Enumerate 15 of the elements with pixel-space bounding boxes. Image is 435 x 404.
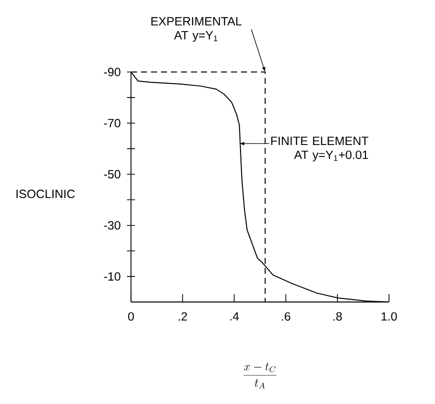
y-tick-label: -10 — [104, 272, 120, 281]
x-tick-label: .8 — [334, 312, 342, 321]
annotation: EXPERIMENTAL AT y=Y$_{1}$ — [151, 17, 242, 42]
y-axis-title: ISOCLINIC — [16, 190, 75, 198]
x-axis-title: $\frac{x-t_{C}}{t_{A}}$ — [244, 362, 276, 388]
y-tick-label: -90 — [104, 68, 120, 76]
x-tick-label: 1.0 — [382, 312, 397, 321]
x-tick-label: .2 — [178, 312, 187, 321]
x-tick-label: .6 — [282, 312, 290, 321]
x-tick-label: 0 — [128, 312, 134, 321]
y-tick-label: -50 — [104, 170, 120, 178]
y-tick-label: -70 — [104, 118, 120, 128]
annotation: FINITE ELEMENT AT y=Y$_{1}$+0.01 — [271, 136, 368, 162]
y-tick-label: -30 — [104, 221, 120, 230]
x-tick-label: .4 — [230, 312, 239, 320]
